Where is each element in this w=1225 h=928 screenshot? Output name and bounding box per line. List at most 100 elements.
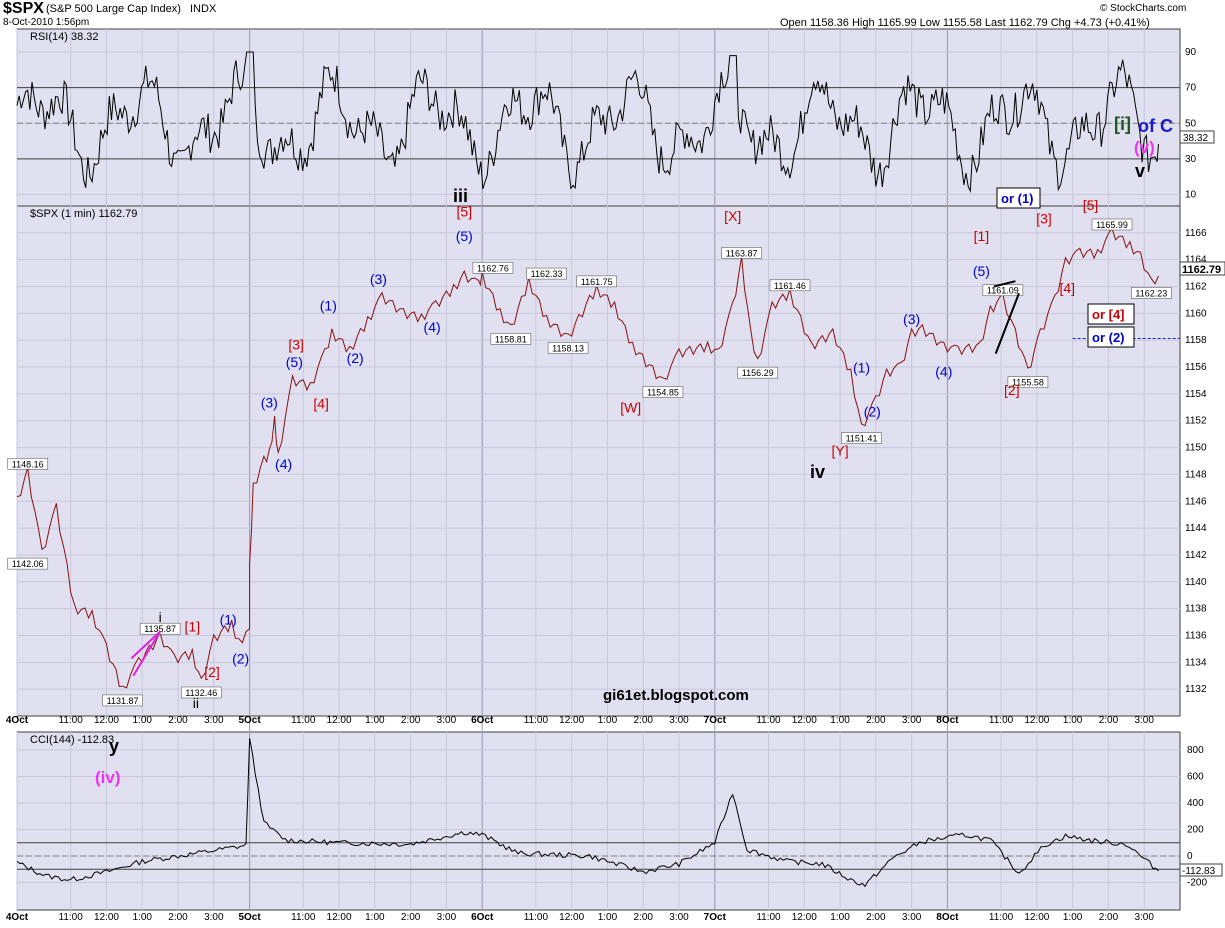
price-tick-label: 1150 (1185, 443, 1207, 454)
rsi-panel (16, 28, 1181, 207)
wave-label: [Y] (831, 443, 848, 459)
price-callout-box (526, 267, 567, 280)
time-tick-label: 2:00 (401, 715, 421, 726)
wave-label: [1] (974, 228, 990, 244)
time-tick-label: 1:00 (598, 715, 618, 726)
price-callout-box (102, 694, 143, 707)
or-2-box (1087, 326, 1135, 348)
price-tick-label: 1164 (1185, 255, 1207, 266)
time-tick-label: 7Oct (704, 715, 727, 726)
price-tick-label: 1132 (1185, 684, 1207, 695)
price-callout-label: 1142.06 (12, 559, 44, 569)
rsi-tick-label: 50 (1185, 118, 1197, 129)
price-tick-label: 1154 (1185, 389, 1207, 400)
or-4-box (1087, 303, 1135, 325)
time-tick-label: 3:00 (1134, 715, 1154, 726)
price-callout-label: 1158.13 (552, 343, 584, 353)
price-callout-label: 1154.85 (647, 387, 679, 397)
time-tick-label: 4Oct (6, 912, 29, 923)
time-tick-label: 5Oct (238, 715, 261, 726)
price-callout-label: 1162.76 (477, 263, 509, 273)
wave-label: (4) (935, 363, 952, 379)
of-c-label: of C (1138, 116, 1173, 136)
cci-tick-label: 800 (1187, 745, 1204, 756)
price-callout-box (7, 557, 49, 570)
wave-label: [3] (1036, 210, 1052, 226)
price-callout-label: 1161.75 (581, 277, 613, 287)
wave-label: (1) (320, 298, 337, 314)
or-1-label: or (1) (1001, 191, 1034, 206)
exchange-label: INDX (190, 3, 217, 15)
price-callout-label: 1162.33 (531, 269, 563, 279)
or-1-box (996, 187, 1041, 209)
price-callout-box (841, 432, 882, 444)
price-callout-box (737, 366, 779, 379)
time-tick-label: 2:00 (401, 912, 421, 923)
time-tick-label: 2:00 (633, 715, 653, 726)
blog-watermark: gi61et.blogspot.com (603, 687, 749, 704)
price-callout-box (1007, 376, 1049, 388)
price-callout-label: 1161.09 (987, 286, 1019, 296)
cci-tick-label: 400 (1187, 798, 1204, 809)
time-tick-label: 1:00 (133, 715, 153, 726)
time-tick-label: 12:00 (327, 715, 352, 726)
cci-label: CCI(144) -112.83 (30, 734, 114, 746)
wave-label: [5] (457, 204, 473, 220)
price-callout-label: 1163.87 (726, 248, 758, 258)
wave-label: (5) (286, 354, 303, 370)
time-tick-label: 11:00 (524, 715, 549, 726)
time-tick-label: 3:00 (437, 912, 457, 923)
price-callout-label: 1165.99 (1096, 220, 1128, 230)
price-tick-label: 1148 (1185, 469, 1207, 480)
rsi-tick-label: 30 (1185, 154, 1197, 165)
price-tick-label: 1158 (1185, 335, 1207, 346)
price-tick-label: 1166 (1185, 228, 1207, 239)
wave-label: (4) (424, 319, 441, 335)
time-tick-label: 12:00 (94, 912, 119, 923)
wave-label: [3] (288, 337, 304, 353)
price-line (16, 227, 1159, 689)
time-tick-label: 4Oct (6, 715, 29, 726)
wave-v: v (1135, 161, 1145, 181)
time-tick-label: 1:00 (830, 912, 850, 923)
cci-line (16, 738, 1159, 888)
cci-last-badge (1179, 863, 1223, 877)
time-tick-label: 12:00 (1024, 715, 1049, 726)
time-tick-label: 12:00 (327, 912, 352, 923)
time-tick-label: 12:00 (559, 912, 584, 923)
price-last-value: 1162.79 (1182, 264, 1221, 276)
price-callout-box (547, 342, 589, 354)
wave-label: i (159, 609, 162, 625)
wave-label: (4) (275, 456, 292, 472)
price-callout-label: 1132.46 (185, 688, 217, 698)
time-tick-label: 1:00 (830, 715, 850, 726)
cci-last-value: -112.83 (1182, 866, 1216, 877)
price-tick-label: 1136 (1185, 630, 1207, 641)
index-name: (S&P 500 Large Cap Index) (46, 3, 181, 15)
time-tick-label: 7Oct (704, 912, 727, 923)
time-tick-label: 1:00 (1063, 715, 1083, 726)
time-tick-label: 6Oct (471, 715, 494, 726)
time-tick-label: 8Oct (936, 715, 959, 726)
price-tick-label: 1156 (1185, 362, 1207, 373)
price-callout-label: 1148.16 (12, 459, 44, 469)
price-callout-box (7, 457, 49, 470)
time-tick-label: 11:00 (989, 912, 1014, 923)
pink-wedge (130, 630, 161, 677)
price-tick-label: 1134 (1185, 657, 1207, 668)
time-tick-label: 11:00 (756, 912, 781, 923)
price-tick-label: 1142 (1185, 550, 1207, 561)
wave-label: (2) (232, 651, 249, 667)
time-tick-label: 12:00 (792, 715, 817, 726)
wave-label: (3) (370, 271, 387, 287)
time-tick-label: 1:00 (365, 715, 385, 726)
wave-label: (3) (903, 311, 920, 327)
time-tick-label: 3:00 (1134, 912, 1154, 923)
price-callout-box (576, 275, 618, 288)
symbol-title: $SPX (3, 0, 44, 17)
price-callout-box (721, 247, 762, 259)
cci-tick-label: 0 (1187, 851, 1193, 862)
wave-i-bracket: [i] (1114, 114, 1131, 134)
rsi-tick-label: 10 (1185, 190, 1197, 201)
